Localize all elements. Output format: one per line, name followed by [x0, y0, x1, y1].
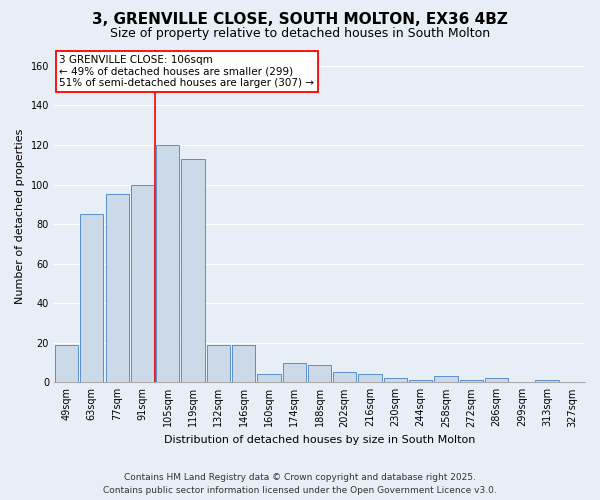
Text: 3, GRENVILLE CLOSE, SOUTH MOLTON, EX36 4BZ: 3, GRENVILLE CLOSE, SOUTH MOLTON, EX36 4… [92, 12, 508, 28]
Text: 3 GRENVILLE CLOSE: 106sqm
← 49% of detached houses are smaller (299)
51% of semi: 3 GRENVILLE CLOSE: 106sqm ← 49% of detac… [59, 55, 314, 88]
Bar [358, 374, 382, 382]
Bar [283, 362, 306, 382]
Bar [156, 145, 179, 382]
X-axis label: Distribution of detached houses by size in South Molton: Distribution of detached houses by size … [164, 435, 475, 445]
Text: Size of property relative to detached houses in South Molton: Size of property relative to detached ho… [110, 28, 490, 40]
Bar [434, 376, 458, 382]
Bar [257, 374, 281, 382]
Bar [383, 378, 407, 382]
Bar [485, 378, 508, 382]
Bar [80, 214, 103, 382]
Bar [535, 380, 559, 382]
Bar [106, 194, 129, 382]
Bar [409, 380, 432, 382]
Bar [333, 372, 356, 382]
Bar [308, 364, 331, 382]
Bar [460, 380, 483, 382]
Text: Contains HM Land Registry data © Crown copyright and database right 2025.
Contai: Contains HM Land Registry data © Crown c… [103, 474, 497, 495]
Bar [131, 184, 154, 382]
Bar [55, 344, 78, 383]
Bar [206, 344, 230, 383]
Bar [181, 159, 205, 382]
Y-axis label: Number of detached properties: Number of detached properties [15, 128, 25, 304]
Bar [232, 344, 255, 383]
